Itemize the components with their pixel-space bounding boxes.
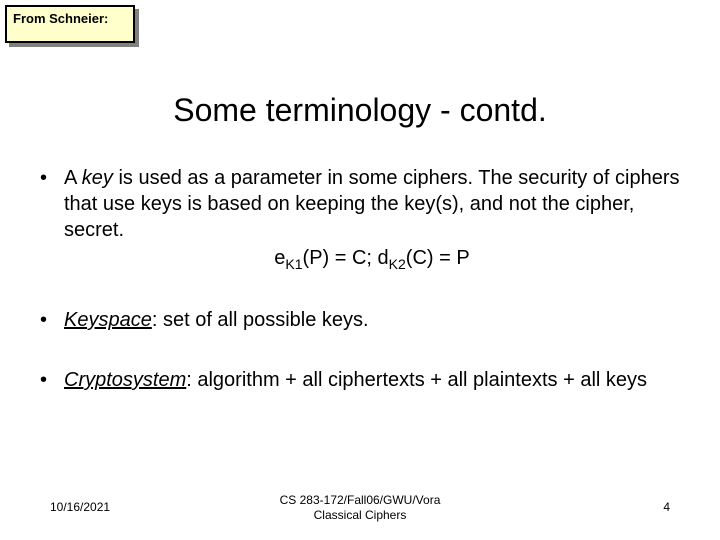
bullet-1: • A key is used as a parameter in some c… — [40, 165, 680, 273]
b1-post: is used as a parameter in some ciphers. … — [64, 167, 679, 241]
formula-e: e — [274, 247, 285, 269]
b3-rest: : algorithm + all ciphertexts + all plai… — [186, 369, 647, 391]
footer-center-line2: Classical Ciphers — [314, 508, 407, 522]
b3-term: Cryptosystem — [64, 369, 186, 391]
bullet-dot: • — [40, 307, 64, 333]
footer-center-line1: CS 283-172/Fall06/GWU/Vora — [280, 493, 441, 507]
formula: eK1(P) = C; dK2(C) = P — [64, 245, 680, 273]
formula-end: (C) = P — [406, 247, 470, 269]
bullet-dot: • — [40, 367, 64, 393]
footer-center: CS 283-172/Fall06/GWU/Vora Classical Cip… — [0, 493, 720, 522]
footer-page-number: 4 — [663, 500, 670, 514]
formula-k2: K2 — [389, 256, 406, 272]
b2-term: Keyspace — [64, 309, 152, 331]
bullet-3-text: Cryptosystem: algorithm + all ciphertext… — [64, 367, 680, 393]
bullet-2: • Keyspace: set of all possible keys. — [40, 307, 680, 333]
b1-key-term: key — [82, 167, 113, 189]
note-box: From Schneier: — [5, 5, 135, 43]
b2-rest: : set of all possible keys. — [152, 309, 369, 331]
bullet-1-text: A key is used as a parameter in some cip… — [64, 165, 680, 273]
formula-mid: (P) = C; d — [303, 247, 389, 269]
bullet-dot: • — [40, 165, 64, 273]
content-area: • A key is used as a parameter in some c… — [40, 165, 680, 427]
bullet-2-text: Keyspace: set of all possible keys. — [64, 307, 680, 333]
bullet-3: • Cryptosystem: algorithm + all cipherte… — [40, 367, 680, 393]
b1-pre: A — [64, 167, 82, 189]
formula-k1: K1 — [285, 256, 302, 272]
slide-title: Some terminology - contd. — [0, 92, 720, 129]
note-label: From Schneier: — [13, 11, 108, 26]
